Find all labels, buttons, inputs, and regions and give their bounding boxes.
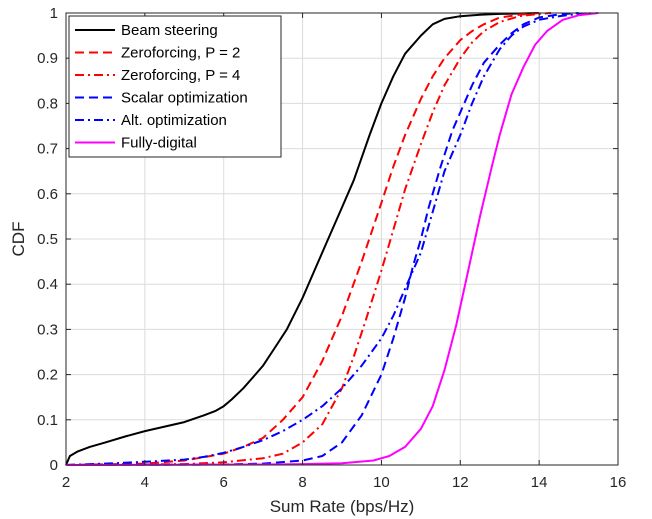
- x-tick-label: 16: [610, 474, 627, 491]
- y-tick-label: 0.5: [37, 231, 58, 248]
- y-tick-label: 0.6: [37, 186, 58, 203]
- x-tick-label: 10: [373, 474, 390, 491]
- y-tick-label: 0.9: [37, 50, 58, 67]
- x-tick-label: 6: [220, 474, 228, 491]
- axis-ticks: 2 4 6 8 10 12 14 16 0 0.1 0.2 0.3 0.4 0.5 0.6 0.7 0.8 0.9…: [37, 5, 626, 491]
- series-line-3: [65, 12, 552, 466]
- legend: Beam steering Zeroforcing, P = 2 Zeroforci…: [68, 15, 282, 158]
- legend-label-6: Fully-digital: [121, 135, 197, 152]
- legend-label-4: Scalar optimization: [121, 90, 248, 107]
- series-line-4: [65, 12, 579, 466]
- x-axis-label: Sum Rate (bps/Hz): [270, 497, 415, 516]
- legend-label-2: Zeroforcing, P = 2: [121, 45, 240, 62]
- legend-label-3: Zeroforcing, P = 4: [121, 67, 240, 84]
- y-tick-label: 0.7: [37, 141, 58, 158]
- y-tick-label: 0: [50, 457, 58, 474]
- y-tick-label: 0.8: [37, 95, 58, 112]
- y-tick-label: 0.3: [37, 321, 58, 338]
- y-axis-label: CDF: [9, 222, 28, 257]
- series-line-6: [65, 12, 599, 466]
- legend-label-5: Alt. optimization: [121, 112, 227, 129]
- y-tick-label: 0.2: [37, 367, 58, 384]
- legend-label-1: Beam steering: [121, 22, 218, 39]
- x-tick-label: 12: [452, 474, 469, 491]
- x-tick-label: 2: [62, 474, 70, 491]
- legend-box: [68, 15, 282, 158]
- x-tick-label: 8: [298, 474, 306, 491]
- y-tick-label: 1: [50, 5, 58, 22]
- y-tick-label: 0.1: [37, 412, 58, 429]
- x-tick-label: 4: [141, 474, 149, 491]
- y-tick-label: 0.4: [37, 276, 58, 293]
- series-line-1: [65, 12, 540, 466]
- series-lines: [65, 12, 599, 466]
- x-tick-label: 14: [531, 474, 548, 491]
- series-line-5: [65, 12, 591, 466]
